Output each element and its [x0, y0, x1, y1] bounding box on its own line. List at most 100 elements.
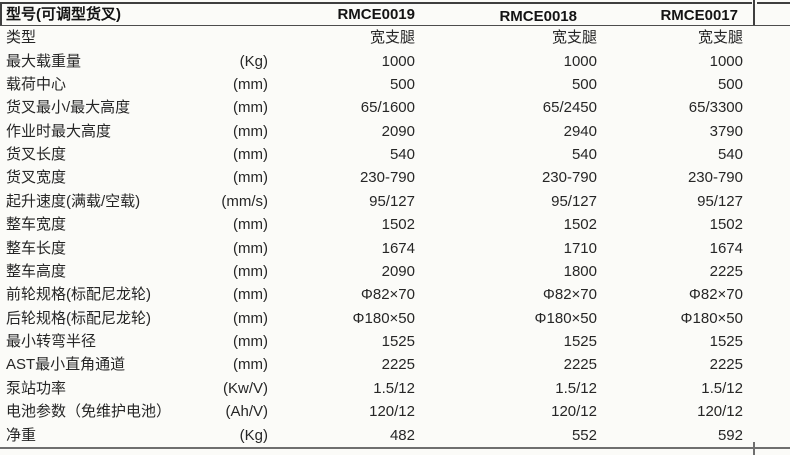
cell-value: Φ82×70 [542, 286, 597, 304]
row-label: 货叉长度 [6, 146, 67, 164]
cell-value: 592 [717, 426, 743, 444]
row-spacer [745, 143, 790, 166]
row-label: 泵站功率 [6, 379, 67, 397]
row-unit: (mm) [233, 333, 268, 351]
cell-value: 2940 [563, 122, 597, 140]
table-row: 整车长度 (mm) 1674 1710 1674 [0, 236, 790, 259]
row-label: 作业时最大高度 [6, 122, 112, 140]
cell-value: 95/127 [697, 192, 743, 210]
model-name: RMCE0019 [337, 6, 415, 23]
cell-value: 500 [717, 75, 743, 93]
header-left-edge [0, 2, 2, 26]
row-spacer [745, 400, 790, 423]
row-unit: (mm) [233, 239, 268, 257]
cell-value: 3790 [709, 122, 743, 140]
cell-value: 1000 [563, 52, 597, 70]
table-row: 净重 (Kg) 482 552 592 [0, 423, 790, 446]
row-spacer [745, 353, 790, 376]
cell-value: 宽支腿 [697, 29, 743, 47]
bottom-right-tick [753, 442, 755, 455]
cell-value: 宽支腿 [369, 29, 415, 47]
cell-value: 65/1600 [360, 99, 415, 117]
row-spacer [745, 49, 790, 72]
cell-value: 1.5/12 [701, 379, 743, 397]
table-bottom-border [0, 447, 790, 449]
table-title: 型号(可调型货叉) [0, 0, 270, 26]
header-underline [0, 25, 790, 26]
cell-value: 120/12 [551, 403, 597, 421]
table-row: 载荷中心 (mm) 500 500 500 [0, 73, 790, 96]
cell-value: 230-790 [687, 169, 743, 187]
row-unit: (mm) [233, 356, 268, 374]
cell-value: 230-790 [359, 169, 415, 187]
row-spacer [745, 190, 790, 213]
row-unit [190, 26, 270, 49]
cell-value: 1800 [563, 262, 597, 280]
cell-value: 1.5/12 [373, 379, 415, 397]
row-unit: (Kg) [239, 426, 268, 444]
cell-value: 1502 [563, 216, 597, 234]
row-spacer [745, 213, 790, 236]
cell-value: Φ180×50 [680, 309, 743, 327]
row-label: 最小转弯半径 [6, 333, 97, 351]
row-spacer [745, 236, 790, 259]
cell-value: 2225 [381, 356, 415, 374]
model-name: RMCE0018 [499, 8, 577, 25]
row-label: 类型 [6, 29, 37, 47]
table-row: 泵站功率 (Kw/V) 1.5/12 1.5/12 1.5/12 [0, 377, 790, 400]
cell-value: 2225 [709, 356, 743, 374]
table-row: 货叉长度 (mm) 540 540 540 [0, 143, 790, 166]
row-spacer [745, 377, 790, 400]
row-label: 货叉最小/最大高度 [6, 99, 131, 117]
cell-value: 65/2450 [542, 99, 597, 117]
row-label: 整车长度 [6, 239, 67, 257]
row-label: 电池参数（免维护电池） [6, 403, 172, 421]
top-border-right-segment [757, 2, 790, 4]
row-label: 整车宽度 [6, 216, 67, 234]
row-label: 后轮规格(标配尼龙轮) [6, 309, 151, 327]
row-unit: (mm) [233, 169, 268, 187]
cell-value: 540 [571, 146, 597, 164]
cell-value: 1502 [381, 216, 415, 234]
column-header-model-2: RMCE0018 [417, 0, 599, 26]
row-unit: (mm) [233, 99, 268, 117]
table-row: 后轮规格(标配尼龙轮) (mm) Φ180×50 Φ180×50 Φ180×50 [0, 307, 790, 330]
cell-value: 1525 [709, 333, 743, 351]
row-spacer [745, 260, 790, 283]
row-spacer [745, 120, 790, 143]
row-spacer [745, 166, 790, 189]
cell-value: 95/127 [369, 192, 415, 210]
row-unit: (Kw/V) [223, 379, 268, 397]
cell-value: 540 [389, 146, 415, 164]
row-label: 起升速度(满载/空载) [6, 192, 141, 210]
row-label: 最大载重量 [6, 52, 82, 70]
table-row: AST最小直角通道 (mm) 2225 2225 2225 [0, 353, 790, 376]
row-spacer [745, 283, 790, 306]
table-row: 前轮规格(标配尼龙轮) (mm) Φ82×70 Φ82×70 Φ82×70 [0, 283, 790, 306]
row-spacer [745, 26, 790, 49]
cell-value: 2090 [381, 122, 415, 140]
row-unit: (mm) [233, 146, 268, 164]
cell-value: 宽支腿 [551, 29, 597, 47]
cell-value: Φ180×50 [534, 309, 597, 327]
column-header-model-1: RMCE0019 [270, 0, 417, 26]
row-unit: (mm) [233, 286, 268, 304]
row-spacer [745, 73, 790, 96]
table-row: 整车宽度 (mm) 1502 1502 1502 [0, 213, 790, 236]
cell-value: 65/3300 [688, 99, 743, 117]
row-unit: (mm) [233, 75, 268, 93]
row-unit: (mm) [233, 216, 268, 234]
cell-value: 540 [717, 146, 743, 164]
cell-value: 2090 [381, 262, 415, 280]
table-row: 最大载重量 (Kg) 1000 1000 1000 [0, 49, 790, 72]
row-spacer [745, 307, 790, 330]
table-row: 电池参数（免维护电池） (Ah/V) 120/12 120/12 120/12 [0, 400, 790, 423]
model-name: RMCE0017 [660, 7, 738, 24]
table-row: 整车高度 (mm) 2090 1800 2225 [0, 260, 790, 283]
cell-value: Φ82×70 [688, 286, 743, 304]
cell-value: 552 [571, 426, 597, 444]
cell-value: 2225 [709, 262, 743, 280]
header-row: 型号(可调型货叉) RMCE0019 RMCE0018 RMCE0017 [0, 0, 790, 26]
table-row: 起升速度(满载/空载) (mm/s) 95/127 95/127 95/127 [0, 190, 790, 213]
row-label: 货叉宽度 [6, 169, 67, 187]
